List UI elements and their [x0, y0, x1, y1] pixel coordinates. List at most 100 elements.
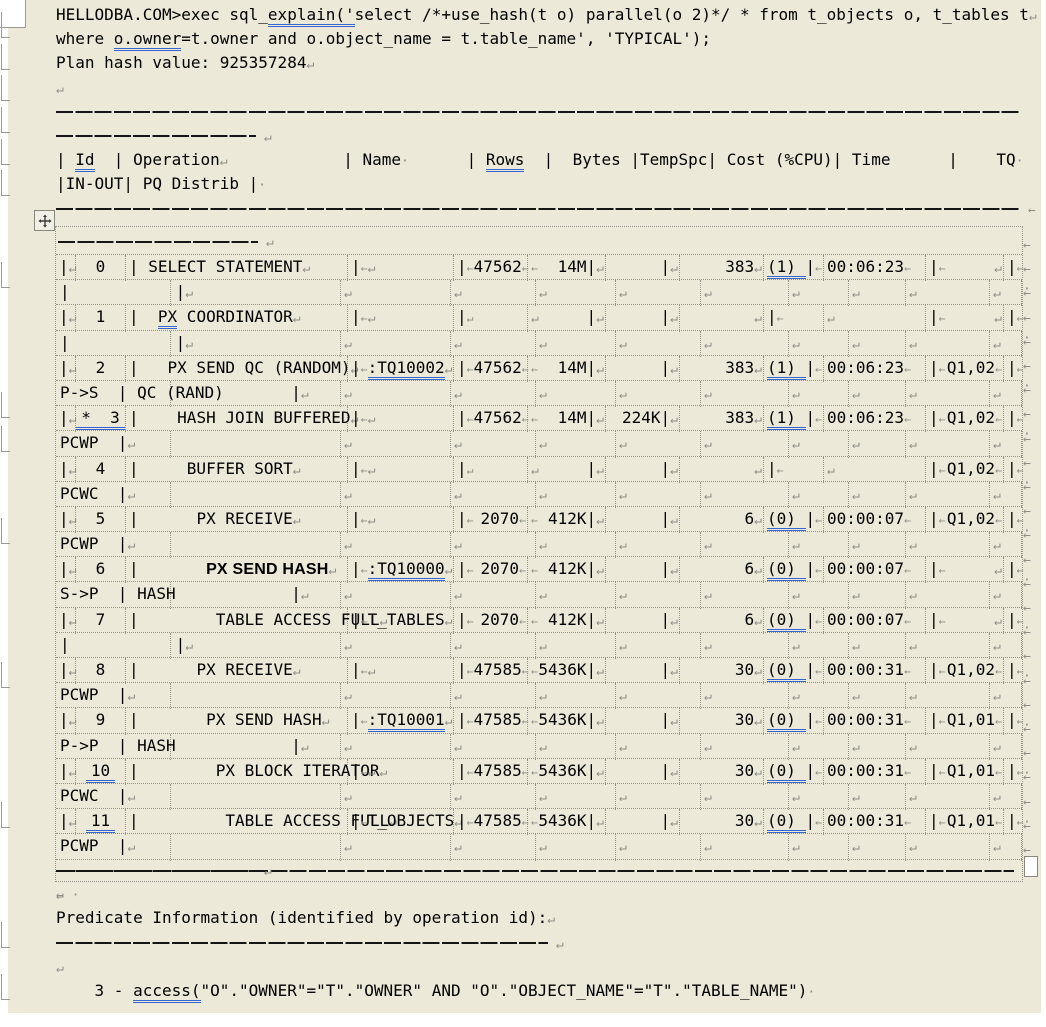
plan-hash-line: Plan hash value: 925357284↵ [56, 51, 1037, 75]
cont-cell: ↵ [906, 532, 990, 558]
cont-cell: ↵ [536, 331, 616, 357]
cell-name: |←T_OBJECTS↵ [348, 809, 454, 835]
cell-cost: ↵ [680, 305, 764, 331]
cont-cell: ↵ [789, 582, 849, 608]
cont-cell: ↵ [849, 532, 906, 558]
cont-cell: ↵ [906, 633, 990, 659]
cont-cell: ↵ [536, 834, 616, 860]
cell-right-border: |← [1004, 507, 1022, 533]
separator-line-wrap: ↵ [56, 858, 815, 882]
cell-cpu-pct: (0) |← [764, 708, 824, 734]
cont-cell: ↵ [990, 734, 1022, 760]
cell-cpu-pct: (1) |← [764, 255, 824, 281]
cont-cell: ↵ [701, 633, 789, 659]
cell-tempspc: |↵ [606, 305, 680, 331]
cell-operation: | TABLE ACCESS FULL↵ [126, 608, 348, 634]
cont-cell: ↵ [451, 784, 536, 810]
plan-row-continuation: ↵↵↵↵↵↵↵↵↵PCWP |↵ [56, 833, 1022, 858]
cont-cell: ↵ [990, 633, 1022, 659]
cell-id: * 3 [76, 406, 126, 432]
cell-cpu-pct: (0) |← [764, 507, 824, 533]
inout-pq-distrib-text: PCWC |↵ [60, 482, 135, 508]
inout-pq-distrib-text: | |↵ [60, 633, 193, 659]
plan-row-7: |↵7| TABLE ACCESS FULL↵|←T_TABLES↵|←2070… [56, 607, 1022, 632]
separator-line: ← [56, 197, 1037, 221]
plan-row-6: |↵6| PX SEND HASH↵|←:TQ10000↵|←2070←←412… [56, 556, 1022, 581]
cont-cell: ↵ [789, 280, 849, 306]
cell-right-border: |← [1004, 658, 1022, 684]
cell-name: |←↵ [348, 507, 454, 533]
cell-tq: |←↵ [926, 305, 1004, 331]
plan-row-3: |↵* 3| HASH JOIN BUFFERED↵|←↵|←47562←←14… [56, 405, 1022, 430]
table-resize-handle[interactable] [1024, 856, 1038, 877]
cont-cell [171, 482, 341, 508]
cont-cell: ↵ [849, 633, 906, 659]
cont-cell: ↵ [849, 784, 906, 810]
cell-tempspc: |↵ [606, 658, 680, 684]
cont-cell: ↵ [990, 431, 1022, 457]
table-dash-row-top: ↵ [56, 227, 1022, 254]
cont-cell: ↵ [616, 482, 701, 508]
predicate-line: 3 - access("O"."OWNER"="T"."OWNER" AND "… [56, 979, 815, 1003]
cont-cell: ↵ [451, 532, 536, 558]
word-document-page[interactable]: HELLODBA.COM>exec sql_explain('select /*… [0, 0, 1046, 1027]
cont-cell: ↵ [906, 381, 990, 407]
plan-row-continuation: ↵↵↵↵↵↵↵↵↵| |↵ [56, 279, 1022, 304]
empty-line: ↵ [56, 955, 815, 979]
cont-cell: ↵ [849, 834, 906, 860]
cont-cell: ↵ [701, 582, 789, 608]
cell-tempspc: |↵ [606, 708, 680, 734]
plan-header-line-2: |IN-OUT| PQ Distrib |· [56, 172, 1037, 196]
cell-cpu-pct: (0) |← [764, 759, 824, 785]
cell-operation: | PX BLOCK ITERATOR↵ [126, 759, 348, 785]
sql-output-top-block: HELLODBA.COM>exec sql_explain('select /*… [56, 3, 1037, 221]
cont-cell: ↵ [701, 834, 789, 860]
table-move-handle-icon[interactable] [34, 210, 55, 231]
cell-time: 00:00:31← [824, 759, 926, 785]
margin-tick [1, 518, 10, 544]
plan-row-continuation: ↵↵↵↵↵↵↵↵↵| |↵ [56, 330, 1022, 355]
cell-right-border: |← [1004, 255, 1022, 281]
cont-cell: ↵ [616, 532, 701, 558]
cont-cell: ↵ [451, 431, 536, 457]
cont-cell: ↵ [536, 582, 616, 608]
cell-bytes: ←412K|↵ [528, 557, 606, 583]
cell-bytes: ←14M|↵ [528, 406, 606, 432]
cell-bytes: ↵|↵ [528, 457, 606, 483]
plan-row-9: |↵9| PX SEND HASH↵|←:TQ10001↵|←47585←←54… [56, 707, 1022, 732]
cont-cell: ↵ [341, 431, 451, 457]
cont-cell: ↵ [849, 683, 906, 709]
cell-left-border: |↵ [56, 708, 76, 734]
cont-cell: ↵ [789, 482, 849, 508]
inout-pq-distrib-text: P->P | HASH |↵ [60, 734, 309, 760]
cont-cell: ↵ [789, 784, 849, 810]
margin-tick [1, 802, 10, 828]
cell-id: 4 [76, 457, 126, 483]
cell-tq: |←Q1,02← [926, 658, 1004, 684]
cell-cpu-pct: (1) |← [764, 356, 824, 382]
inout-pq-distrib-text: PCWC |↵ [60, 784, 135, 810]
plan-row-continuation: ↵↵↵↵↵↵↵↵↵PCWP |↵ [56, 430, 1022, 455]
cont-cell: ↵ [849, 431, 906, 457]
plan-row-continuation: ↵↵↵↵↵↵↵↵↵PCWC |↵ [56, 481, 1022, 506]
cont-cell: ↵ [789, 834, 849, 860]
cell-tempspc: 224K|↵ [606, 406, 680, 432]
cell-tempspc: |↵ [606, 507, 680, 533]
cell-cost: 6↵ [680, 608, 764, 634]
cell-left-border: |↵ [56, 759, 76, 785]
cell-id: 9 [76, 708, 126, 734]
cell-rows: |↵ [454, 457, 528, 483]
cell-operation: | TABLE ACCESS FULL↵ [126, 809, 348, 835]
dash-separator [56, 111, 1020, 113]
cont-cell: ↵ [701, 280, 789, 306]
cont-cell: ↵ [990, 280, 1022, 306]
cell-cost: 30↵ [680, 759, 764, 785]
cont-cell: ↵ [701, 683, 789, 709]
cont-cell: ↵ [701, 431, 789, 457]
cont-cell: ↵ [451, 582, 536, 608]
cell-operation: | PX SEND HASH↵ [126, 708, 348, 734]
cell-left-border: |↵ [56, 406, 76, 432]
inout-pq-distrib-text: | |↵ [60, 331, 193, 357]
plan-row-continuation: ↵↵↵↵↵↵↵↵↵PCWP |↵ [56, 682, 1022, 707]
cont-cell: ↵ [616, 381, 701, 407]
